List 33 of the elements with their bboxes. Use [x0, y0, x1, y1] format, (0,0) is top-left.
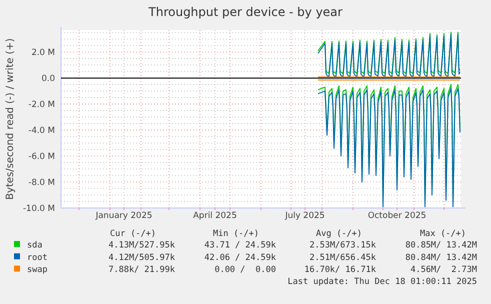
y-tick-label: 0.0 — [41, 74, 55, 84]
text: Last update: Thu Dec 18 01:00:11 2025 — [288, 277, 477, 287]
text: 4.13M/527.95k — [108, 240, 175, 250]
y-tick-label: -2.0 M — [28, 100, 55, 110]
text: Min (-/+) — [212, 229, 260, 239]
text: 2.53M/673.15k — [309, 240, 376, 250]
y-tick-label: 2.0 M — [31, 48, 55, 58]
y-axis-title: Bytes/second read (-) / write (+) — [5, 38, 16, 200]
x-tick-label: July 2025 — [284, 211, 325, 221]
legend-label: root — [27, 252, 48, 263]
text: 80.85M/ 13.42M — [405, 240, 477, 250]
y-tick-label: -10.0 M — [22, 204, 55, 214]
text: 2.51M/656.45k — [309, 252, 376, 263]
text: Cur (-/+) — [110, 229, 156, 239]
x-tick-label: October 2025 — [368, 211, 426, 221]
text: 80.84M/ 13.42M — [405, 252, 477, 263]
legend-label: swap — [27, 265, 48, 276]
x-tick-label: April 2025 — [193, 211, 237, 221]
text: Avg (-/+) — [316, 229, 362, 239]
text: 0.00 / 0.00 — [214, 265, 276, 276]
x-tick-label: January 2025 — [94, 211, 152, 221]
y-tick-label: -4.0 M — [28, 126, 55, 136]
y-tick-label: -8.0 M — [28, 178, 55, 188]
text: 42.06 / 24.59k — [204, 252, 276, 263]
text: 4.12M/505.97k — [108, 252, 175, 263]
text: 16.70k/ 16.71k — [304, 265, 376, 276]
text: Max (-/+) — [420, 229, 466, 239]
chart-title: Throughput per device - by year — [148, 5, 343, 19]
y-tick-label: -6.0 M — [28, 152, 55, 162]
text: 4.56M/ 2.73M — [410, 265, 477, 276]
text: 43.71 / 24.59k — [204, 240, 276, 250]
text: 7.88k/ 21.99k — [108, 265, 175, 276]
legend-label: sda — [27, 240, 42, 250]
